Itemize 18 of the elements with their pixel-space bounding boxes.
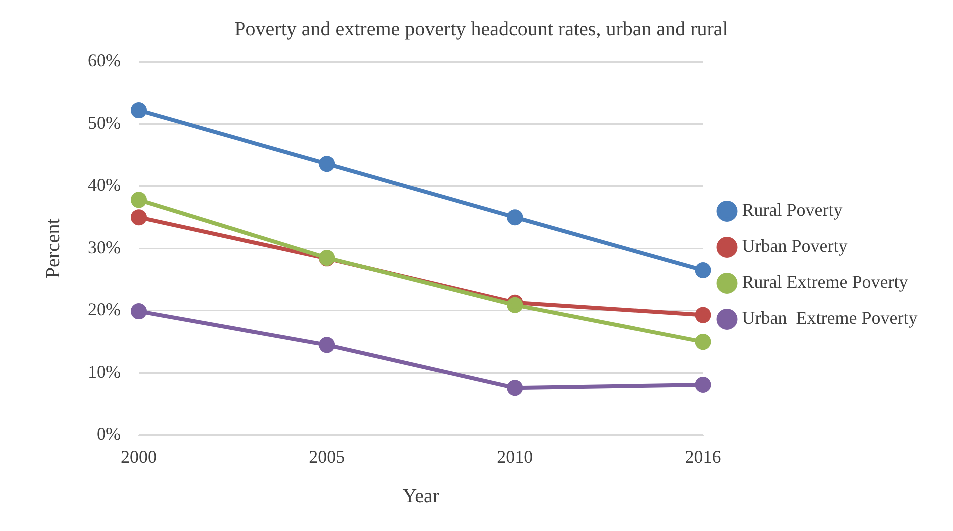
x-axis-title: Year [402, 485, 440, 508]
y-tick-label: 40% [88, 175, 121, 196]
x-tick-label: 2000 [120, 446, 157, 467]
y-tick-label: 60% [88, 50, 121, 71]
y-tick-label: 30% [88, 237, 121, 258]
x-tick-label: 2010 [497, 446, 534, 467]
y-tick-label: 0% [96, 424, 121, 444]
legend-label: Rural Extreme Poverty [742, 272, 908, 292]
x-tick-label: 2005 [309, 446, 346, 467]
legend-label: Urban Poverty [742, 236, 848, 256]
chart-title: Poverty and extreme poverty headcount rates, urban and rural [234, 18, 729, 40]
y-axis-title: Percent [42, 218, 64, 279]
y-tick-label: 50% [88, 112, 121, 133]
y-tick-label: 20% [88, 300, 121, 320]
legend-label: Rural Poverty [742, 200, 843, 220]
legend-label: Urban Extreme Poverty [742, 308, 918, 328]
x-tick-label: 2016 [685, 446, 722, 467]
y-tick-label: 10% [88, 362, 121, 382]
